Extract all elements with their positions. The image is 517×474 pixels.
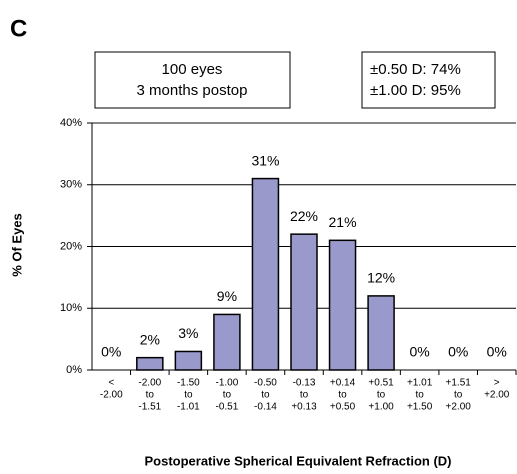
x-tick-label: to bbox=[184, 390, 193, 401]
annotation-box bbox=[361, 51, 496, 109]
value-label: 2% bbox=[140, 331, 160, 347]
x-tick-label: to bbox=[338, 390, 347, 401]
x-tick-label: -1.51 bbox=[138, 402, 161, 413]
x-tick-label: to bbox=[261, 390, 270, 401]
value-label: 9% bbox=[217, 288, 237, 304]
x-tick-label: to bbox=[223, 390, 232, 401]
x-tick-label: +0.51 bbox=[368, 378, 394, 389]
bar bbox=[367, 295, 395, 371]
bar bbox=[213, 313, 241, 371]
value-label: 21% bbox=[329, 214, 357, 230]
x-tick-label: +2.00 bbox=[484, 390, 510, 401]
x-tick-label: -2.00 bbox=[100, 390, 123, 401]
x-tick-label: to bbox=[415, 390, 424, 401]
bar bbox=[251, 177, 280, 371]
x-tick-label: +0.14 bbox=[330, 378, 356, 389]
y-tick-label: 30% bbox=[60, 179, 82, 191]
bar bbox=[174, 350, 203, 371]
x-tick-label: +0.50 bbox=[330, 402, 356, 413]
panel-label: C bbox=[10, 15, 27, 42]
x-tick-label: +1.51 bbox=[446, 378, 472, 389]
annotation-box bbox=[94, 51, 291, 109]
x-axis-label: Postoperative Spherical Equivalent Refra… bbox=[144, 453, 451, 468]
x-tick-label: to bbox=[146, 390, 155, 401]
value-label: 31% bbox=[251, 152, 279, 168]
x-tick-label: +1.01 bbox=[407, 378, 433, 389]
x-tick-label: +2.00 bbox=[446, 402, 472, 413]
x-tick-label: -1.00 bbox=[216, 378, 239, 389]
x-tick-label: -0.14 bbox=[254, 402, 277, 413]
x-tick-label: -1.50 bbox=[177, 378, 200, 389]
y-tick-label: 40% bbox=[60, 117, 82, 129]
y-tick-label: 20% bbox=[60, 240, 82, 252]
bar bbox=[290, 233, 318, 371]
y-tick-label: 10% bbox=[60, 302, 82, 314]
value-label: 3% bbox=[178, 325, 198, 341]
x-tick-label: to bbox=[377, 390, 386, 401]
x-tick-label: to bbox=[300, 390, 309, 401]
bar bbox=[136, 356, 164, 371]
x-tick-label: > bbox=[494, 378, 500, 389]
x-tick-label: -2.00 bbox=[138, 378, 161, 389]
annotation: 3 months postop bbox=[137, 82, 248, 99]
x-tick-label: -0.13 bbox=[293, 378, 316, 389]
x-tick-label: +0.13 bbox=[291, 402, 317, 413]
y-axis-label: % Of Eyes bbox=[9, 213, 24, 277]
x-tick-label: to bbox=[454, 390, 463, 401]
value-label: 0% bbox=[487, 344, 507, 360]
value-label: 22% bbox=[290, 208, 318, 224]
annotation: ±0.50 D: 74% bbox=[370, 61, 461, 78]
x-tick-label: +1.50 bbox=[407, 402, 433, 413]
annotation: ±1.00 D: 95% bbox=[370, 82, 461, 99]
value-label: 0% bbox=[448, 344, 468, 360]
value-label: 12% bbox=[367, 270, 395, 286]
value-label: 0% bbox=[410, 344, 430, 360]
x-tick-label: -1.01 bbox=[177, 402, 200, 413]
x-tick-label: -0.50 bbox=[254, 378, 277, 389]
annotation: 100 eyes bbox=[162, 61, 223, 78]
x-tick-label: < bbox=[108, 378, 114, 389]
y-tick-label: 0% bbox=[66, 364, 82, 376]
x-tick-label: +1.00 bbox=[368, 402, 394, 413]
x-tick-label: -0.51 bbox=[216, 402, 239, 413]
value-label: 0% bbox=[101, 344, 121, 360]
bar bbox=[328, 239, 357, 371]
